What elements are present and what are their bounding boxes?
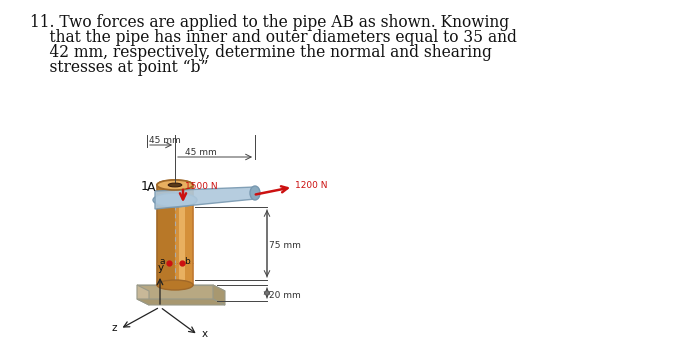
Ellipse shape — [157, 180, 193, 190]
Ellipse shape — [157, 180, 193, 190]
Polygon shape — [137, 285, 213, 299]
Text: y: y — [158, 263, 164, 273]
Polygon shape — [157, 185, 175, 285]
Text: 1500 N: 1500 N — [185, 182, 218, 191]
Text: that the pipe has inner and outer diameters equal to 35 and: that the pipe has inner and outer diamet… — [30, 29, 517, 46]
Text: x: x — [202, 329, 208, 339]
Text: 45 mm: 45 mm — [149, 136, 181, 145]
Text: A: A — [147, 181, 155, 194]
Text: 75 mm: 75 mm — [269, 241, 301, 250]
Text: 11. Two forces are applied to the pipe AB as shown. Knowing: 11. Two forces are applied to the pipe A… — [30, 14, 509, 31]
Text: b: b — [184, 257, 190, 266]
Ellipse shape — [153, 193, 197, 207]
Text: 42 mm, respectively, determine the normal and shearing: 42 mm, respectively, determine the norma… — [30, 44, 492, 61]
Polygon shape — [137, 285, 225, 291]
Text: stresses at point “b”: stresses at point “b” — [30, 59, 209, 76]
Polygon shape — [155, 187, 255, 209]
Ellipse shape — [250, 186, 260, 200]
Text: 20 mm: 20 mm — [269, 291, 301, 300]
Polygon shape — [137, 285, 149, 305]
Text: 1200 N: 1200 N — [295, 181, 328, 190]
Ellipse shape — [168, 183, 182, 187]
Polygon shape — [179, 185, 185, 285]
Text: 45 mm: 45 mm — [185, 148, 217, 157]
Ellipse shape — [157, 280, 193, 290]
Polygon shape — [137, 299, 225, 305]
Polygon shape — [213, 285, 225, 305]
Polygon shape — [175, 185, 193, 285]
Text: 1: 1 — [141, 180, 149, 193]
Ellipse shape — [168, 183, 182, 187]
Text: z: z — [112, 323, 118, 333]
Text: a: a — [160, 257, 165, 266]
